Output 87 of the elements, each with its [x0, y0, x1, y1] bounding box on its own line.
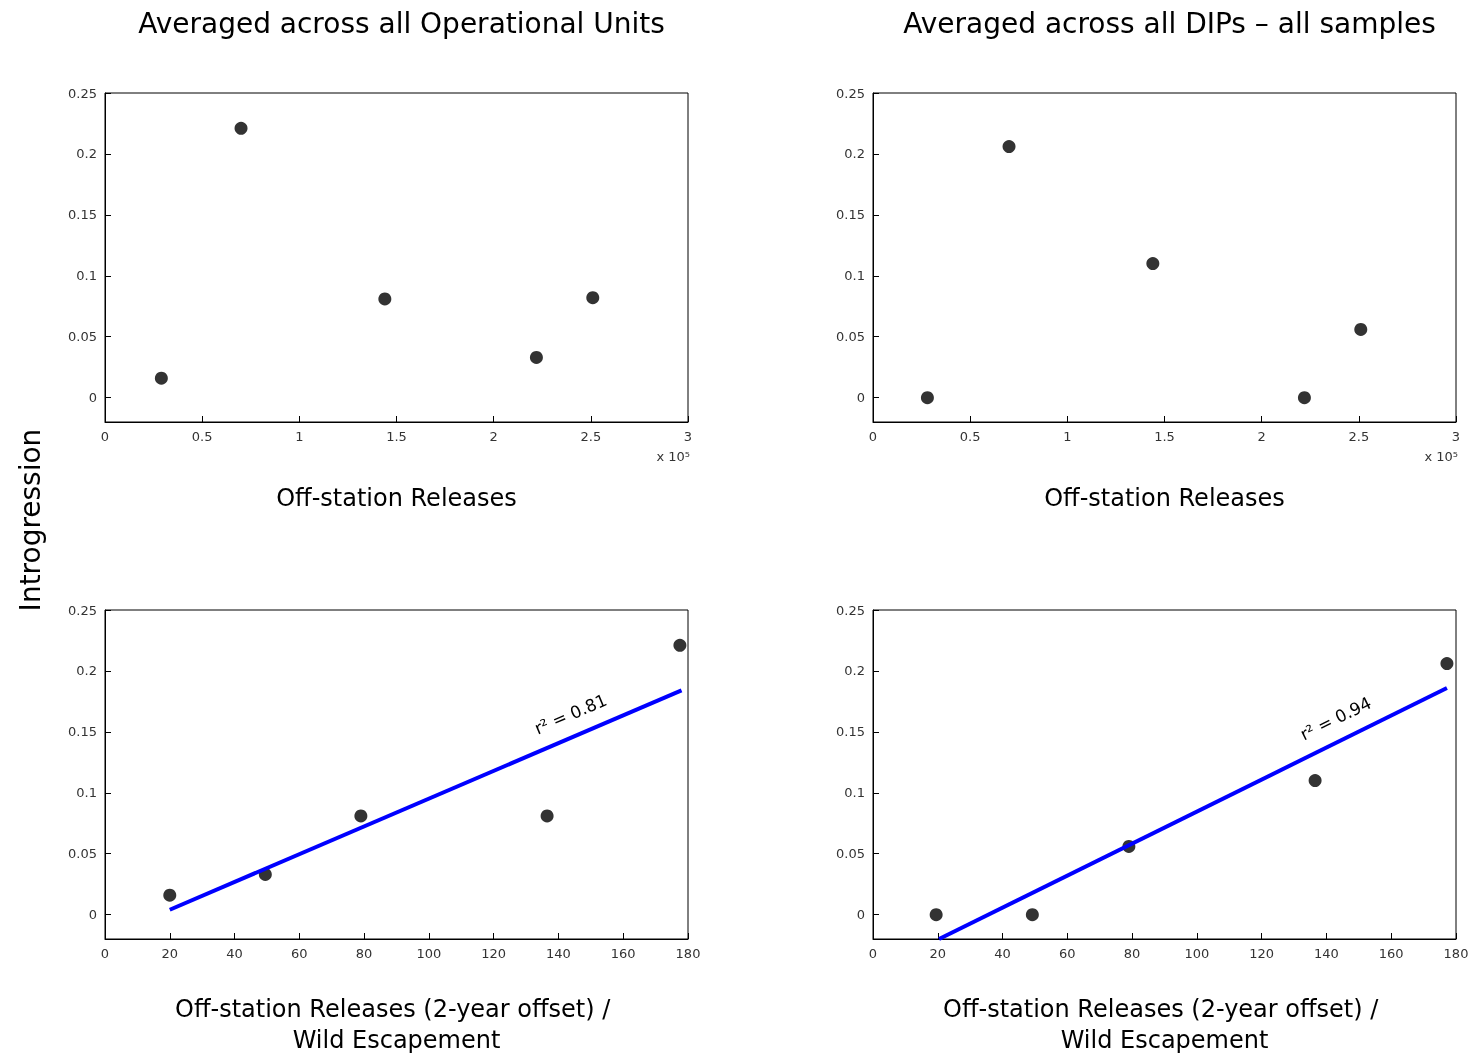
x-tick-label: 40	[994, 946, 1011, 961]
point	[1308, 774, 1322, 788]
x-tick-label: 0	[100, 946, 110, 961]
x-tick-label: 1	[1063, 429, 1072, 444]
point	[529, 350, 543, 364]
y-tick-label: 0.25	[836, 602, 865, 618]
x-tick-label: 80	[355, 946, 373, 961]
point	[1002, 140, 1016, 154]
y-axis-title: Introgression	[13, 428, 47, 612]
x-tick-label: 2	[1257, 429, 1266, 444]
x-tick-label: 3	[1451, 429, 1461, 444]
point	[378, 292, 392, 306]
x-tick-label: 0.5	[191, 429, 213, 444]
x-tick-label: 3	[683, 429, 693, 444]
point	[354, 809, 368, 823]
x-tick-label: 1.5	[386, 429, 407, 444]
x-tick-label: 100	[1184, 946, 1210, 961]
point	[234, 121, 248, 135]
x-tick-label: 1	[295, 429, 304, 444]
point	[1146, 257, 1160, 271]
y-tick-label: 0.1	[76, 785, 97, 801]
point	[163, 888, 177, 902]
x-tick-label: 80	[1123, 946, 1141, 961]
x-tick-label: 0	[868, 946, 878, 961]
point	[540, 809, 554, 823]
x-tick-label: 20	[161, 946, 179, 961]
y-tick-label: 0	[856, 907, 865, 923]
x-tick-label: 180	[675, 946, 701, 961]
y-tick-label: 0.1	[76, 268, 97, 284]
y-tick-label: 0.05	[68, 846, 97, 862]
chart-title: Averaged across all DIPs – all samples	[903, 6, 1436, 40]
y-tick-label: 0	[88, 907, 97, 923]
y-tick-label: 0.2	[76, 663, 97, 679]
y-tick-label: 0.15	[836, 724, 865, 740]
annotation: r² = 0.94	[1296, 692, 1375, 745]
x-tick-label: 120	[1249, 946, 1275, 961]
x-tick-label: 140	[1314, 946, 1339, 961]
y-tick-label: 0.2	[844, 663, 865, 679]
y-tick-label: 0.25	[68, 602, 97, 618]
chart-title: Averaged across all Operational Units	[138, 6, 665, 40]
annotation: r² = 0.81	[531, 689, 610, 739]
x-tick-label: 160	[610, 946, 636, 961]
x-tick-label: 60	[291, 946, 308, 961]
x-tick-label: 60	[1059, 946, 1076, 961]
x-tick-label: 180	[1443, 946, 1469, 961]
x-axis-title: Off-station Releases (2-year offset) / Wild Escapement	[175, 994, 618, 1054]
x-tick-label: 0	[100, 429, 110, 444]
x-tick-label: 2.5	[580, 429, 602, 444]
point	[154, 371, 168, 385]
x-tick-label: 0	[868, 429, 878, 444]
x-axis-title: Off-station Releases	[276, 483, 517, 512]
x-tick-label: 1.5	[1154, 429, 1175, 444]
point	[586, 291, 600, 305]
y-tick-label: 0.15	[836, 207, 865, 223]
point	[673, 638, 687, 652]
text: x 10⁵	[1424, 449, 1458, 464]
y-tick-label: 0.05	[836, 329, 865, 345]
x-tick-label: 0.5	[959, 429, 981, 444]
y-tick-label: 0.15	[68, 207, 97, 223]
point	[1354, 322, 1368, 336]
point	[1297, 391, 1311, 405]
point	[929, 908, 943, 922]
x-axis-title: Off-station Releases (2-year offset) / Wild Escapement	[943, 994, 1386, 1054]
y-tick-label: 0.25	[68, 85, 97, 101]
y-tick-label: 0.05	[836, 846, 865, 862]
x-tick-label: 2.5	[1348, 429, 1370, 444]
x-tick-label: 100	[416, 946, 442, 961]
x-tick-label: 40	[226, 946, 243, 961]
y-tick-label: 0.15	[68, 724, 97, 740]
text: x 10⁵	[656, 449, 690, 464]
y-tick-label: 0.05	[68, 329, 97, 345]
y-tick-label: 0.2	[844, 146, 865, 162]
point	[1440, 657, 1454, 671]
y-tick-label: 0.2	[76, 146, 97, 162]
x-tick-label: 140	[546, 946, 571, 961]
point	[1025, 908, 1039, 922]
x-tick-label: 20	[929, 946, 947, 961]
y-tick-label: 0	[88, 390, 97, 406]
y-tick-label: 0	[856, 390, 865, 406]
x-tick-label: 160	[1378, 946, 1404, 961]
y-tick-label: 0.1	[844, 785, 865, 801]
x-tick-label: 2	[489, 429, 498, 444]
x-tick-label: 120	[481, 946, 507, 961]
y-tick-label: 0.1	[844, 268, 865, 284]
y-tick-label: 0.25	[836, 85, 865, 101]
x-axis-title: Off-station Releases	[1044, 483, 1285, 512]
point	[920, 391, 934, 405]
